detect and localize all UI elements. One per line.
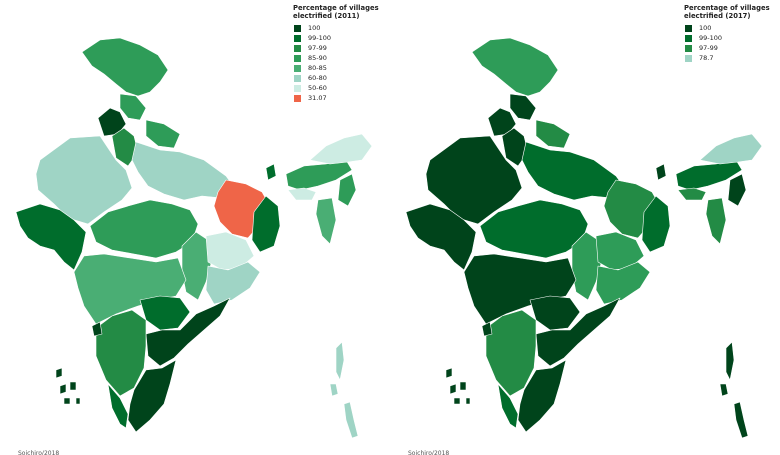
region-telangana xyxy=(529,295,581,331)
legend-label: 99-100 xyxy=(308,34,332,42)
legend-2011: Percentage of villages electrified (2011… xyxy=(293,4,383,103)
legend-item: 80-85 xyxy=(293,63,383,73)
region-gujarat xyxy=(405,203,477,271)
region-sikkim xyxy=(265,163,277,181)
map-credit: Soichiro/2018 xyxy=(18,450,60,455)
region-uttar-pradesh xyxy=(131,141,237,201)
legend-swatch xyxy=(684,53,693,63)
region-lakshadweep xyxy=(55,367,81,405)
legend-item: 50-60 xyxy=(293,83,383,93)
region-goa xyxy=(481,321,493,337)
region-meghalaya xyxy=(677,187,707,201)
legend-title: Percentage of villages electrified (2017… xyxy=(684,4,770,20)
region-maharashtra xyxy=(73,253,187,325)
legend-swatch xyxy=(684,33,693,43)
region-odisha xyxy=(595,261,651,305)
region-west-bengal xyxy=(251,195,281,253)
legend-swatch xyxy=(293,33,302,43)
legend-label: 85-90 xyxy=(308,54,327,62)
legend-title: Percentage of villages electrified (2011… xyxy=(293,4,379,20)
legend-item: 78.7 xyxy=(684,53,774,63)
legend-swatch xyxy=(293,73,302,83)
region-nagaland-manipur xyxy=(337,173,357,207)
legend-2017: Percentage of villages electrified (2017… xyxy=(684,4,774,63)
region-andaman-nicobar xyxy=(329,341,359,439)
region-maharashtra xyxy=(463,253,577,325)
legend-item: 99-100 xyxy=(684,33,774,43)
legend-item: 97-99 xyxy=(684,43,774,53)
india-map-2017 xyxy=(405,37,763,439)
legend-item: 60-80 xyxy=(293,73,383,83)
region-andaman-nicobar xyxy=(719,341,749,439)
region-rajasthan xyxy=(35,135,133,225)
india-map-2011 xyxy=(15,37,373,439)
legend-label: 78.7 xyxy=(699,54,714,62)
region-sikkim xyxy=(655,163,667,181)
legend-label: 100 xyxy=(308,24,321,32)
legend-item: 31.07 xyxy=(293,93,383,103)
region-west-bengal xyxy=(641,195,671,253)
legend-swatch xyxy=(293,93,302,103)
region-gujarat xyxy=(15,203,87,271)
map-credit: Soichiro/2018 xyxy=(408,450,450,455)
region-telangana xyxy=(139,295,191,331)
region-karnataka xyxy=(95,309,147,397)
legend-label: 50-60 xyxy=(308,84,327,92)
legend-item: 100 xyxy=(293,23,383,33)
region-odisha xyxy=(205,261,261,305)
region-himachal xyxy=(509,93,537,121)
region-uttarakhand xyxy=(145,119,181,149)
legend-swatch xyxy=(684,23,693,33)
region-tamil-nadu xyxy=(517,359,567,433)
legend-label: 97-99 xyxy=(308,44,327,52)
legend-swatch xyxy=(293,83,302,93)
legend-item: 85-90 xyxy=(293,53,383,63)
legend-swatch xyxy=(293,43,302,53)
legend-label: 100 xyxy=(699,24,712,32)
region-punjab xyxy=(97,107,127,137)
region-uttar-pradesh xyxy=(521,141,627,201)
legend-label: 60-80 xyxy=(308,74,327,82)
region-karnataka xyxy=(485,309,537,397)
region-jammu-kashmir xyxy=(471,37,559,97)
region-rajasthan xyxy=(425,135,523,225)
region-mizoram-tripura xyxy=(705,197,727,245)
region-mizoram-tripura xyxy=(315,197,337,245)
region-assam xyxy=(285,159,353,191)
map-panel-2017: Percentage of villages electrified (2017… xyxy=(390,0,780,455)
region-nagaland-manipur xyxy=(727,173,747,207)
region-meghalaya xyxy=(287,187,317,201)
region-kerala xyxy=(497,383,519,429)
region-andhra-pradesh xyxy=(535,297,621,367)
legend-swatch xyxy=(293,63,302,73)
legend-label: 97-99 xyxy=(699,44,718,52)
region-arunachal xyxy=(309,133,373,165)
region-jharkhand xyxy=(205,231,255,271)
legend-item: 97-99 xyxy=(293,43,383,53)
legend-swatch xyxy=(293,23,302,33)
legend-label: 80-85 xyxy=(308,64,327,72)
legend-label: 99-100 xyxy=(699,34,723,42)
legend-item: 99-100 xyxy=(293,33,383,43)
region-punjab xyxy=(487,107,517,137)
legend-label: 31.07 xyxy=(308,94,327,102)
legend-swatch xyxy=(684,43,693,53)
legend-item: 100 xyxy=(684,23,774,33)
region-andhra-pradesh xyxy=(145,297,231,367)
region-arunachal xyxy=(699,133,763,165)
legend-swatch xyxy=(293,53,302,63)
region-lakshadweep xyxy=(445,367,471,405)
region-tamil-nadu xyxy=(127,359,177,433)
region-kerala xyxy=(107,383,129,429)
region-goa xyxy=(91,321,103,337)
region-assam xyxy=(675,159,743,191)
region-himachal xyxy=(119,93,147,121)
region-uttarakhand xyxy=(535,119,571,149)
region-jammu-kashmir xyxy=(81,37,169,97)
region-jharkhand xyxy=(595,231,645,271)
map-panel-2011: Percentage of villages electrified (2011… xyxy=(15,4,383,455)
